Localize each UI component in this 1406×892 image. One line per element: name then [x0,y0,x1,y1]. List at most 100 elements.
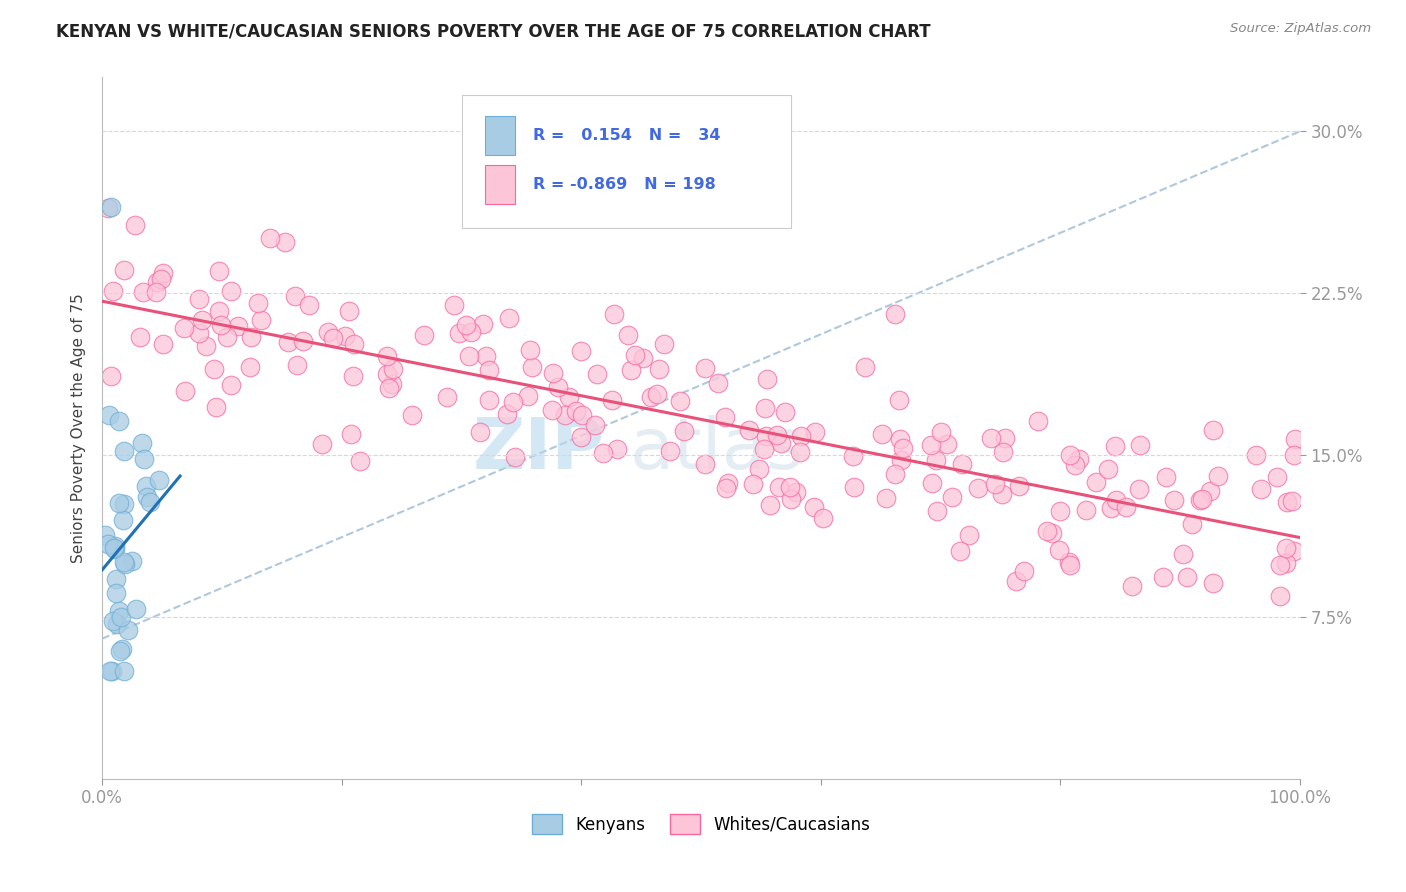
Point [1128,482,1150,496]
Point [219,377,242,392]
Point [789,445,811,459]
Point [920,438,942,452]
Point [381,377,404,392]
Point [541,366,564,380]
Point [889,392,911,407]
Point [752,442,775,456]
Point [1244,448,1267,462]
Point [606,442,628,456]
Text: R = -0.869   N = 198: R = -0.869 N = 198 [533,177,716,192]
Point [259,231,281,245]
Point [132,285,155,299]
Point [957,528,980,542]
Point [117,623,139,637]
Point [519,343,541,358]
Point [652,336,675,351]
Point [658,444,681,458]
Point [335,328,357,343]
Point [103,614,125,628]
Point [554,408,576,422]
Point [844,480,866,494]
Point [205,401,228,415]
Point [929,425,952,439]
Point [152,337,174,351]
Point [311,437,333,451]
Point [980,431,1002,445]
Text: KENYAN VS WHITE/CAUCASIAN SENIORS POVERTY OVER THE AGE OF 75 CORRELATION CHART: KENYAN VS WHITE/CAUCASIAN SENIORS POVERT… [56,22,931,40]
Point [693,360,716,375]
Point [1275,494,1298,508]
Point [571,409,593,423]
Text: R =   0.154   N =   34: R = 0.154 N = 34 [533,128,721,143]
Point [1059,558,1081,572]
Bar [485,116,516,154]
Point [145,285,167,299]
Point [583,417,606,432]
Point [124,219,146,233]
Point [1275,556,1298,570]
Point [150,272,173,286]
Point [457,349,479,363]
Point [1181,517,1204,532]
Point [602,307,624,321]
Point [134,451,156,466]
Point [145,275,167,289]
Point [103,541,125,555]
Point [768,480,790,494]
Point [1105,493,1128,508]
Point [478,363,501,377]
Point [1099,500,1122,515]
Point [191,313,214,327]
FancyBboxPatch shape [461,95,790,228]
Point [139,494,162,508]
Point [811,511,834,525]
Point [100,664,122,678]
Point [112,555,135,569]
Point [173,321,195,335]
Point [520,359,543,374]
Point [274,235,297,249]
Bar [485,165,516,203]
Point [941,491,963,505]
Point [600,392,623,407]
Point [1175,570,1198,584]
Point [952,457,974,471]
Point [1047,543,1070,558]
Point [565,404,588,418]
Point [285,358,308,372]
Point [1008,479,1031,493]
Point [1171,547,1194,561]
Point [498,310,520,325]
Point [620,363,643,377]
Point [112,513,135,527]
Point [208,264,231,278]
Point [103,285,125,299]
Point [754,401,776,415]
Point [148,473,170,487]
Point [1284,544,1306,558]
Point [375,349,398,363]
Point [769,436,792,450]
Point [217,330,239,344]
Point [100,368,122,383]
Point [585,367,607,381]
Point [98,664,121,678]
Point [97,201,120,215]
Point [949,544,972,558]
Point [1265,470,1288,484]
Point [291,334,314,348]
Point [790,429,813,443]
Point [226,319,249,334]
Point [377,367,399,381]
Point [443,297,465,311]
Point [925,504,948,518]
Point [94,527,117,541]
Point [322,331,344,345]
Point [112,263,135,277]
Point [1282,448,1305,462]
Point [125,602,148,616]
Point [378,381,401,395]
Point [759,498,782,512]
Point [1268,589,1291,603]
Point [547,380,569,394]
